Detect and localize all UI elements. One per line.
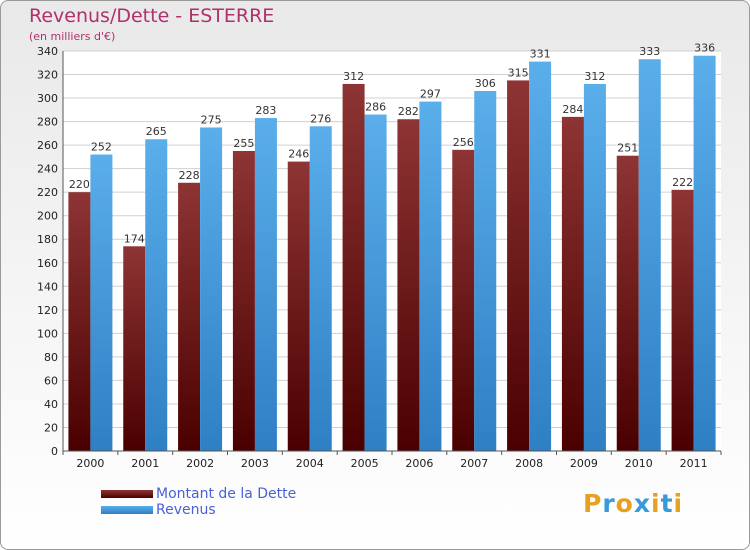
- debt-bar: [616, 155, 639, 452]
- y-tick-label: 180: [37, 233, 58, 246]
- y-tick-label: 140: [37, 280, 58, 293]
- revenus-bar: [474, 91, 497, 451]
- logo-letter: o: [615, 489, 634, 518]
- x-tick-label: 2003: [241, 457, 269, 470]
- debt-bar: [342, 83, 365, 452]
- chart-subtitle: (en milliers d'€): [29, 30, 116, 43]
- debt-bar: [561, 116, 584, 451]
- logo-letter: i: [651, 489, 661, 518]
- y-tick-label: 280: [37, 116, 58, 129]
- debt-bar: [452, 149, 475, 451]
- data-label: 174: [124, 232, 145, 245]
- legend-swatch-debt: [101, 490, 153, 498]
- x-tick-label: 2000: [76, 457, 104, 470]
- revenus-bar: [583, 83, 606, 452]
- data-label: 252: [91, 141, 112, 154]
- y-tick-label: 220: [37, 186, 58, 199]
- chart-title: Revenus/Dette - ESTERRE: [29, 5, 275, 27]
- revenus-bar: [638, 59, 661, 452]
- y-tick-label: 80: [44, 351, 58, 364]
- debt-bar: [287, 161, 310, 451]
- debt-bar: [68, 192, 91, 452]
- x-tick-label: 2004: [296, 457, 324, 470]
- data-label: 331: [530, 48, 551, 61]
- revenus-bar: [529, 61, 552, 452]
- debt-bar: [397, 119, 420, 451]
- y-tick-label: 60: [44, 374, 58, 387]
- legend-swatch-revenus: [101, 506, 153, 514]
- data-label: 306: [475, 77, 496, 90]
- data-label: 251: [617, 142, 638, 155]
- y-tick-label: 160: [37, 257, 58, 270]
- proxiti-logo: Proxiti: [583, 489, 683, 518]
- y-tick-label: 40: [44, 398, 58, 411]
- x-tick-label: 2009: [570, 457, 598, 470]
- data-label: 222: [672, 176, 693, 189]
- data-label: 333: [639, 45, 660, 58]
- data-label: 220: [69, 178, 90, 191]
- y-tick-label: 340: [37, 45, 58, 58]
- data-label: 228: [179, 169, 200, 182]
- data-label: 315: [508, 66, 529, 79]
- debt-bar: [671, 189, 694, 451]
- revenus-bar: [90, 154, 113, 451]
- revenus-bar: [200, 127, 223, 452]
- debt-bar: [123, 246, 146, 451]
- data-label: 312: [584, 70, 605, 83]
- y-tick-label: 20: [44, 421, 58, 434]
- debt-bar: [232, 151, 255, 451]
- y-tick-label: 320: [37, 69, 58, 82]
- y-tick-label: 120: [37, 304, 58, 317]
- x-tick-label: 2001: [131, 457, 159, 470]
- y-tick-label: 300: [37, 92, 58, 105]
- data-label: 282: [398, 105, 419, 118]
- x-tick-label: 2010: [625, 457, 653, 470]
- logo-letter: r: [602, 489, 616, 518]
- revenus-bar: [419, 101, 442, 452]
- data-label: 312: [343, 70, 364, 83]
- revenus-bar: [693, 55, 716, 452]
- data-label: 265: [146, 125, 167, 138]
- y-tick-label: 260: [37, 139, 58, 152]
- y-tick-label: 240: [37, 163, 58, 176]
- data-label: 284: [562, 103, 583, 116]
- revenus-bar: [364, 114, 387, 451]
- y-tick-label: 100: [37, 327, 58, 340]
- x-tick-label: 2006: [405, 457, 433, 470]
- revenus-bar: [309, 126, 332, 451]
- legend-label-revenus: Revenus: [156, 502, 216, 518]
- data-label: 276: [310, 112, 331, 125]
- logo-letter: t: [660, 489, 674, 518]
- data-label: 336: [694, 42, 715, 55]
- x-tick-label: 2007: [460, 457, 488, 470]
- debt-bar: [507, 80, 530, 451]
- data-label: 283: [255, 104, 276, 117]
- x-tick-label: 2002: [186, 457, 214, 470]
- debt-bar: [178, 182, 201, 451]
- y-tick-label: 0: [51, 445, 58, 458]
- logo-letter: x: [633, 489, 651, 518]
- data-label: 286: [365, 101, 386, 114]
- x-tick-label: 2011: [680, 457, 708, 470]
- plot-area: [63, 51, 721, 451]
- x-tick-label: 2005: [351, 457, 379, 470]
- legend-label-debt: Montant de la Dette: [156, 486, 297, 502]
- data-label: 275: [201, 113, 222, 126]
- data-label: 246: [288, 148, 309, 161]
- data-label: 297: [420, 88, 441, 101]
- y-tick-label: 200: [37, 210, 58, 223]
- x-tick-label: 2008: [515, 457, 543, 470]
- data-label: 255: [233, 137, 254, 150]
- revenus-bar: [145, 139, 168, 451]
- logo-letter: P: [583, 489, 603, 518]
- data-label: 256: [453, 136, 474, 149]
- logo-letter: i: [673, 489, 684, 518]
- revenus-bar: [254, 118, 277, 451]
